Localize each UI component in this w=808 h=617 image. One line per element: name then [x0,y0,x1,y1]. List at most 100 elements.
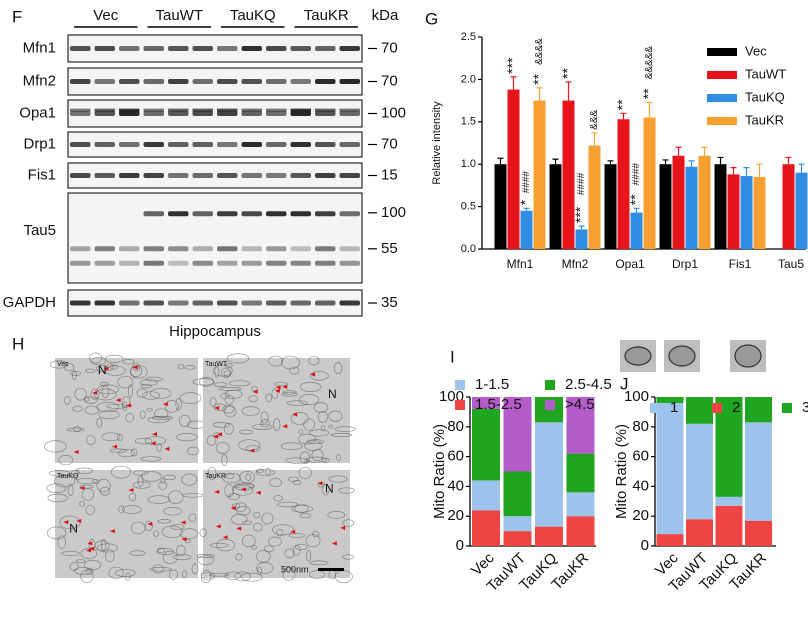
em-texture [207,466,217,480]
em-texture [105,549,115,563]
blot-band [315,108,336,112]
significance-2: #### [521,171,532,194]
blot-band [143,142,164,147]
bar [714,164,727,249]
blot-band [94,111,115,116]
bar-segment [566,516,595,546]
em-texture [232,503,241,509]
blot-band [119,246,140,252]
em-arrow [180,520,186,525]
panel-letter: H [12,334,24,353]
em-texture [140,410,146,419]
em-texture [214,366,220,378]
em-arrow [214,489,220,494]
error-bar [591,132,598,146]
em-texture [80,548,98,560]
bar [588,145,601,249]
significance: ** [640,88,656,99]
em-arrow [63,520,69,525]
em-texture [149,567,172,572]
bar-segment [472,480,500,511]
em-arrow [92,390,98,395]
blot-band [119,46,140,51]
error-bar [523,207,530,211]
blot-band [339,142,360,147]
bar-segment [503,397,532,472]
em-texture [213,403,227,412]
em-texture [161,525,184,538]
blot-band [339,46,360,51]
em-texture [115,569,136,578]
legend-swatch [707,48,737,56]
em-texture [241,406,261,416]
em-texture [228,380,251,387]
em-texture [265,467,271,476]
em-texture [75,467,93,474]
em-texture [223,422,234,435]
em-texture [86,435,96,445]
y-tick-label: 40 [632,477,649,494]
em-texture [144,520,153,531]
blot-band [290,142,311,147]
em-texture [99,381,109,387]
em-texture [122,358,135,365]
em-texture [285,457,308,464]
em-texture [328,410,343,422]
significance-2: &&&&& [644,46,655,80]
error-bar [717,156,724,165]
em-texture [321,457,330,463]
em-texture [342,554,354,560]
bar [617,119,630,249]
em-texture [317,411,328,423]
em-texture [255,468,265,473]
blot-band [192,79,213,84]
legend-swatch [650,403,660,413]
error-bar [730,166,737,175]
em-texture [130,521,146,535]
em-texture [130,448,138,457]
em-texture [149,388,172,399]
em-texture [206,435,217,446]
em-arrow [317,481,323,486]
em-texture [320,425,326,432]
blot-band [315,300,336,306]
em-texture [255,469,276,476]
x-tick-label: Mfn2 [562,257,589,271]
bar-segment [745,520,772,546]
em-texture [175,398,182,411]
blot-band [119,142,140,147]
em-texture [94,540,110,552]
em-texture [222,405,235,414]
blot-band [241,211,262,217]
em-texture [154,408,169,419]
bar [549,164,562,249]
em-texture [309,570,325,579]
bar-segment [715,505,743,546]
bar [575,229,588,249]
em-texture [130,365,142,377]
em-texture [208,572,230,577]
y-tick-label: 0.5 [461,201,476,213]
em-texture [117,375,134,389]
error-bar [578,225,585,230]
em-texture [73,426,81,432]
blot-row-label: Tau5 [23,222,56,239]
em-texture [83,560,102,571]
em-texture [94,388,117,401]
em-texture [280,442,303,451]
em-texture [306,439,324,444]
em-texture [187,446,200,456]
em-texture [288,533,306,538]
blot-band [119,260,140,266]
em-texture [147,416,170,424]
blot-band [168,173,189,178]
blot-band [290,260,311,266]
legend-label: 1-1.5 [475,376,509,393]
em-texture [146,407,153,412]
error-bar [552,158,559,165]
em-texture [188,513,197,522]
em-texture [235,553,243,561]
em-texture [181,570,187,579]
em-texture [46,526,67,540]
em-arrow [252,389,258,394]
